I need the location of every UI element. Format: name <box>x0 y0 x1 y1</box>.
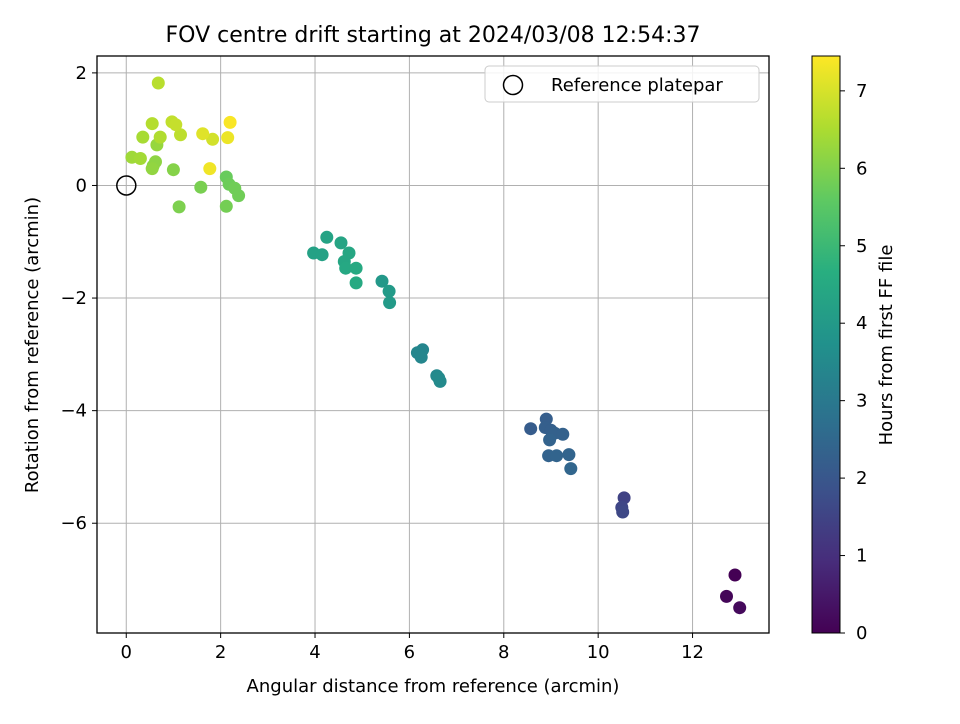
scatter-point <box>524 422 538 436</box>
scatter-point <box>375 274 389 288</box>
scatter-point <box>616 505 630 519</box>
scatter-point <box>562 448 576 462</box>
colorbar-gradient <box>811 55 841 634</box>
y-tick-label: 0 <box>76 175 87 196</box>
scatter-point <box>320 230 334 244</box>
colorbar-tick-label: 6 <box>856 158 867 179</box>
legend-box <box>484 65 760 103</box>
scatter-point <box>151 76 165 90</box>
colorbar-label: Hours from first FF file <box>876 245 897 446</box>
scatter-point <box>145 162 159 176</box>
x-axis-ticks: 0 2 4 6 8 10 12 <box>121 633 704 663</box>
y-tick-label: −4 <box>60 401 87 422</box>
x-axis-label: Angular distance from reference (arcmin) <box>247 676 620 697</box>
scatter-point <box>720 589 733 603</box>
scatter-point <box>232 189 246 203</box>
scatter-point <box>174 128 187 142</box>
colorbar-tick-label: 2 <box>856 468 867 489</box>
scatter-point <box>153 130 167 144</box>
scatter-point <box>433 374 447 388</box>
x-tick-label: 6 <box>404 642 415 663</box>
colorbar-tick-label: 3 <box>856 391 867 412</box>
colorbar-tick-label: 1 <box>856 546 867 567</box>
scatter-point <box>315 248 329 262</box>
scatter-point <box>349 261 363 275</box>
scatter-point <box>133 152 147 165</box>
scatter-point <box>550 449 564 463</box>
scatter-point <box>349 276 363 290</box>
plot-frame <box>96 55 770 634</box>
scatter-point <box>203 162 217 176</box>
y-tick-label: 2 <box>76 63 87 84</box>
x-tick-label: 12 <box>681 642 704 663</box>
scatter-point <box>339 261 353 275</box>
legend-marker-reference <box>502 74 524 96</box>
scatter-point <box>166 163 180 177</box>
scatter-point <box>733 601 747 615</box>
colorbar: 0 1 2 3 4 5 6 7 Hours from first FF file <box>811 55 897 644</box>
reference-platepar-point <box>116 175 137 196</box>
chart-title: FOV centre drift starting at 2024/03/08 … <box>166 23 701 48</box>
scatter-point <box>414 350 428 364</box>
scatter-point <box>145 117 159 131</box>
x-tick-label: 10 <box>587 642 610 663</box>
reference-layer <box>116 175 137 196</box>
scatter-point <box>334 236 348 250</box>
scatter-point <box>194 180 208 194</box>
scatter-point <box>169 118 183 132</box>
x-tick-label: 0 <box>121 642 132 663</box>
scatter-point <box>196 127 210 141</box>
scatter-point <box>172 200 186 214</box>
grid <box>97 56 769 633</box>
x-tick-label: 4 <box>309 642 320 663</box>
legend: Reference platepar <box>484 65 760 103</box>
colorbar-tick-label: 4 <box>856 313 867 334</box>
scatter-point <box>564 462 578 476</box>
scatter-point <box>543 433 557 447</box>
legend-label-reference: Reference platepar <box>551 75 723 96</box>
scatter-point <box>221 131 235 145</box>
colorbar-tick-label: 5 <box>856 236 867 257</box>
scatter-point <box>728 568 742 582</box>
scatter-point <box>206 132 220 146</box>
x-tick-label: 2 <box>215 642 226 663</box>
scatter-point <box>383 296 397 310</box>
scatter-point <box>223 115 237 129</box>
colorbar-ticks: 0 1 2 3 4 5 6 7 <box>840 81 867 644</box>
scatter-point <box>219 199 233 213</box>
scatter-point <box>382 284 396 298</box>
colorbar-tick-label: 0 <box>856 623 867 644</box>
scatter-point <box>136 130 150 144</box>
x-tick-label: 8 <box>498 642 509 663</box>
data-points <box>125 76 747 615</box>
y-tick-label: −6 <box>60 513 87 534</box>
scatter-point <box>556 427 570 441</box>
colorbar-tick-label: 7 <box>856 81 867 102</box>
y-axis-ticks: 2 0 −2 −4 −6 <box>60 63 97 534</box>
y-tick-label: −2 <box>60 288 87 309</box>
y-axis-label: Rotation from reference (arcmin) <box>22 197 43 493</box>
